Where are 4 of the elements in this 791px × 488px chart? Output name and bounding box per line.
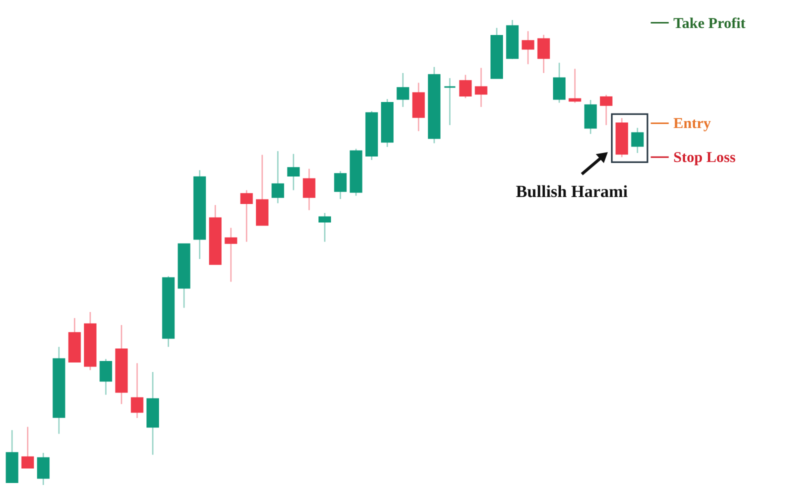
ref-line-label: Take Profit — [673, 16, 746, 32]
annotation: Bullish Harami — [516, 182, 628, 202]
ref-line-label: Stop Loss — [673, 150, 736, 166]
ref-line-label: Entry — [673, 116, 712, 132]
